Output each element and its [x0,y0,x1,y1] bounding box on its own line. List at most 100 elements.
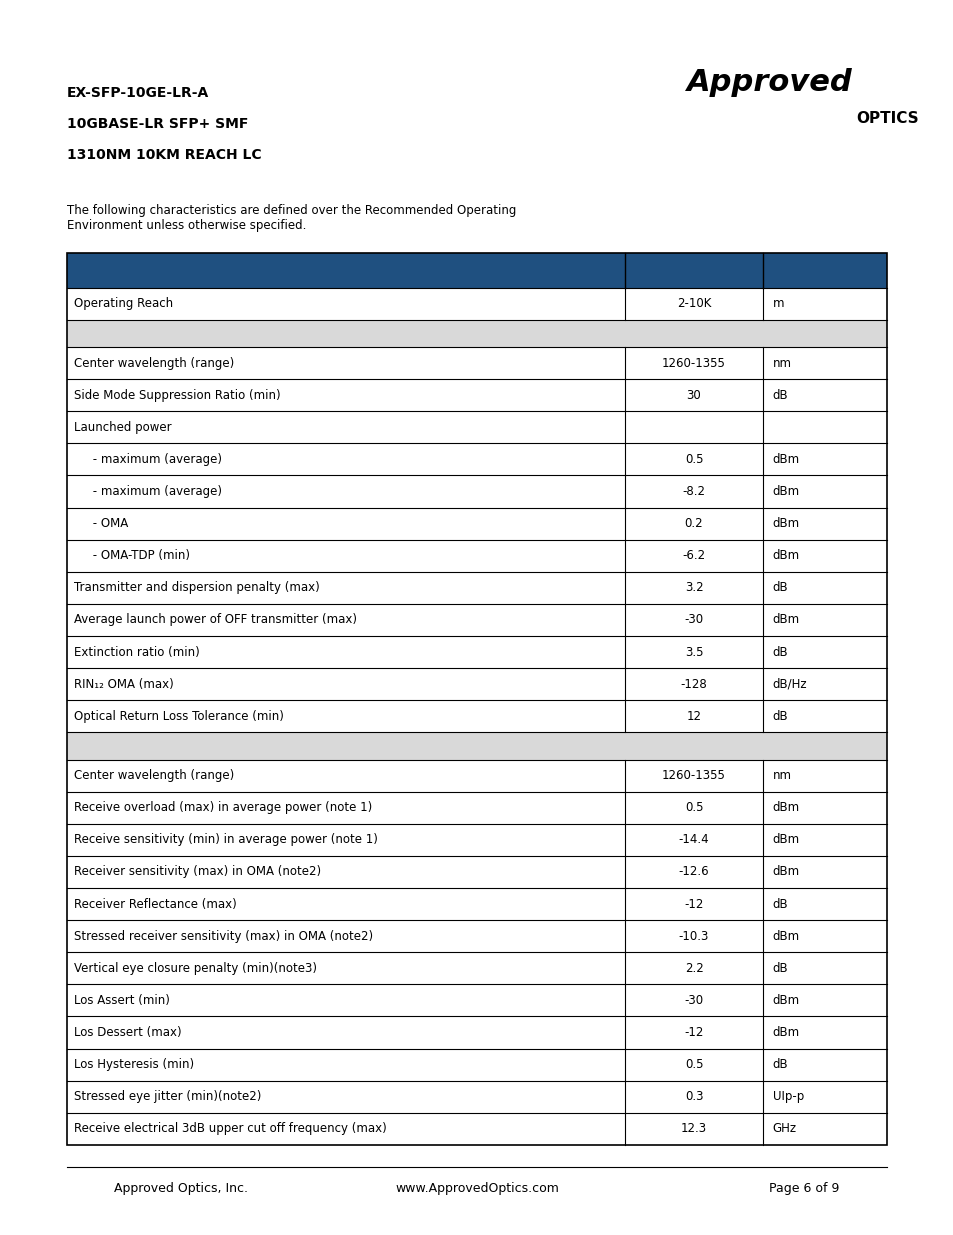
Text: Receive electrical 3dB upper cut off frequency (max): Receive electrical 3dB upper cut off fre… [74,1123,387,1135]
Text: dBm: dBm [772,517,799,530]
Text: dB: dB [772,962,787,974]
Bar [67,888,886,920]
Bar [67,1081,886,1113]
Text: 3.2: 3.2 [684,582,702,594]
Bar [67,508,886,540]
Bar [67,572,886,604]
Text: Approved Optics, Inc.: Approved Optics, Inc. [114,1182,248,1194]
Text: 0.5: 0.5 [684,453,702,466]
Text: 1260-1355: 1260-1355 [661,357,725,369]
Text: Center wavelength (range): Center wavelength (range) [74,357,234,369]
Text: dBm: dBm [772,485,799,498]
Text: -12: -12 [683,898,703,910]
Text: Extinction ratio (min): Extinction ratio (min) [74,646,200,658]
Bar [67,1016,886,1049]
Text: Side Mode Suppression Ratio (min): Side Mode Suppression Ratio (min) [74,389,281,401]
Text: Vertical eye closure penalty (min)(note3): Vertical eye closure penalty (min)(note3… [74,962,317,974]
Text: - maximum (average): - maximum (average) [74,453,222,466]
Text: 12: 12 [686,710,700,722]
Text: nm: nm [772,769,791,782]
Text: Los Assert (min): Los Assert (min) [74,994,170,1007]
Text: -6.2: -6.2 [681,550,705,562]
Bar [67,347,886,379]
Text: 1260-1355: 1260-1355 [661,769,725,782]
Bar [67,732,886,760]
Text: -12.6: -12.6 [678,866,709,878]
Text: dBm: dBm [772,453,799,466]
Text: Receive sensitivity (min) in average power (note 1): Receive sensitivity (min) in average pow… [74,834,378,846]
Bar [67,760,886,792]
Text: Launched power: Launched power [74,421,172,433]
Text: 2-10K: 2-10K [676,298,711,310]
Text: 0.5: 0.5 [684,1058,702,1071]
Text: Approved: Approved [686,68,852,96]
Text: 0.2: 0.2 [684,517,702,530]
Text: dB: dB [772,389,787,401]
Bar [67,1113,886,1145]
Text: dBm: dBm [772,550,799,562]
Text: - OMA: - OMA [74,517,129,530]
Bar [67,856,886,888]
Text: dB: dB [772,582,787,594]
Text: -12: -12 [683,1026,703,1039]
Bar [67,320,886,347]
Text: dBm: dBm [772,1026,799,1039]
Text: 1310NM 10KM REACH LC: 1310NM 10KM REACH LC [67,148,261,162]
Text: GHz: GHz [772,1123,796,1135]
Text: EX-SFP-10GE-LR-A: EX-SFP-10GE-LR-A [67,86,209,100]
Text: Receiver Reflectance (max): Receiver Reflectance (max) [74,898,237,910]
Text: Optical Return Loss Tolerance (min): Optical Return Loss Tolerance (min) [74,710,284,722]
Text: - OMA-TDP (min): - OMA-TDP (min) [74,550,191,562]
Text: dBm: dBm [772,614,799,626]
Text: Operating Reach: Operating Reach [74,298,173,310]
Text: - maximum (average): - maximum (average) [74,485,222,498]
Bar [67,920,886,952]
Text: -8.2: -8.2 [681,485,705,498]
Text: The following characteristics are defined over the Recommended Operating
Environ: The following characteristics are define… [67,204,516,232]
Text: -30: -30 [683,614,703,626]
Text: -10.3: -10.3 [679,930,708,942]
Bar [67,540,886,572]
Text: dB/Hz: dB/Hz [772,678,806,690]
Bar [67,411,886,443]
Bar [67,288,886,320]
Text: -128: -128 [679,678,707,690]
Bar [67,984,886,1016]
Text: 10GBASE-LR SFP+ SMF: 10GBASE-LR SFP+ SMF [67,117,248,131]
Text: 3.5: 3.5 [684,646,702,658]
Text: 2.2: 2.2 [684,962,702,974]
Text: Stressed receiver sensitivity (max) in OMA (note2): Stressed receiver sensitivity (max) in O… [74,930,374,942]
Text: Center wavelength (range): Center wavelength (range) [74,769,234,782]
Bar [67,379,886,411]
Text: UIp-p: UIp-p [772,1091,803,1103]
Bar [67,1049,886,1081]
Bar [67,668,886,700]
Text: dBm: dBm [772,930,799,942]
Text: 0.3: 0.3 [684,1091,702,1103]
Bar [67,604,886,636]
Text: dBm: dBm [772,802,799,814]
Text: -30: -30 [683,994,703,1007]
Bar [67,443,886,475]
Text: dB: dB [772,710,787,722]
Text: OPTICS: OPTICS [855,111,918,126]
Text: Receive overload (max) in average power (note 1): Receive overload (max) in average power … [74,802,373,814]
Text: dB: dB [772,646,787,658]
Text: -14.4: -14.4 [678,834,709,846]
Text: dB: dB [772,898,787,910]
Text: dBm: dBm [772,994,799,1007]
Text: Page 6 of 9: Page 6 of 9 [768,1182,839,1194]
Text: Transmitter and dispersion penalty (max): Transmitter and dispersion penalty (max) [74,582,320,594]
Text: nm: nm [772,357,791,369]
Text: dB: dB [772,1058,787,1071]
Text: RIN₁₂ OMA (max): RIN₁₂ OMA (max) [74,678,174,690]
Bar [67,636,886,668]
Text: dBm: dBm [772,834,799,846]
Text: m: m [772,298,783,310]
Bar [67,792,886,824]
Bar [67,700,886,732]
Bar [67,824,886,856]
Bar [67,253,886,1145]
Text: Los Hysteresis (min): Los Hysteresis (min) [74,1058,194,1071]
Bar [67,253,886,288]
